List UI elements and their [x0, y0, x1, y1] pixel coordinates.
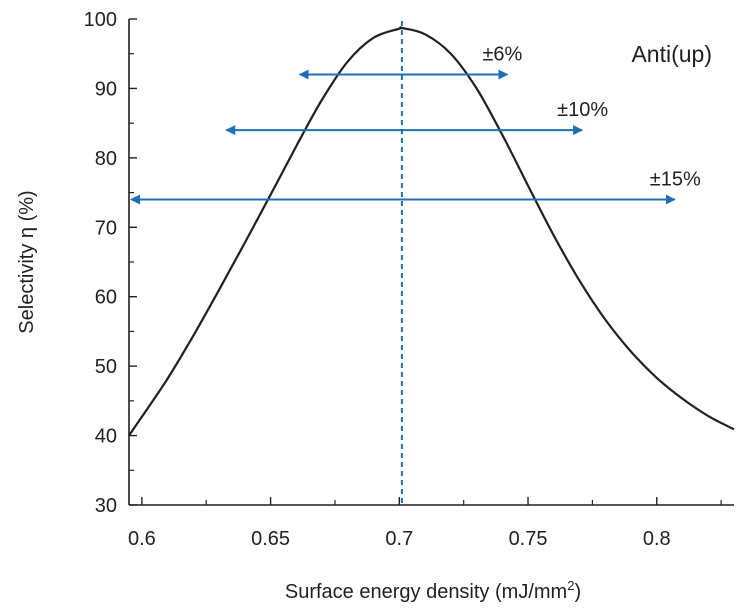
- tick-marks: [129, 18, 722, 506]
- x-axis-title: Surface energy density (mJ/mm2): [285, 578, 581, 603]
- y-tick-label: 80: [95, 148, 117, 170]
- tick-labels: 30 40 50 60 70 80 90 100 0.6 0.65 0.7 0.75 0.8: [84, 9, 671, 550]
- y-tick-label: 30: [95, 495, 117, 517]
- x-tick-label: 0.6: [128, 528, 156, 550]
- x-tick-label: 0.8: [643, 528, 671, 550]
- y-tick-label: 60: [95, 287, 117, 309]
- x-axis-title-superscript: 2: [567, 578, 574, 593]
- y-tick-label: 40: [95, 426, 117, 448]
- y-tick-label: 90: [95, 78, 117, 100]
- x-tick-label: 0.65: [251, 528, 290, 550]
- plot-area: ±6% ±10% ±15%: [128, 21, 735, 505]
- range-label: ±10%: [557, 99, 608, 121]
- y-tick-label: 100: [84, 9, 117, 31]
- y-axis-title: Selectivity η (%): [16, 190, 38, 333]
- axes: [128, 19, 734, 506]
- y-tick-label: 50: [95, 356, 117, 378]
- x-tick-label: 0.7: [385, 528, 413, 550]
- range-label: ±15%: [650, 169, 701, 191]
- x-axis-title-main: Surface energy density (mJ/mm: [285, 581, 567, 603]
- x-tick-label: 0.75: [509, 528, 548, 550]
- panel-annotation: Anti(up): [631, 41, 712, 67]
- x-axis-title-end: ): [574, 581, 581, 603]
- y-tick-label: 70: [95, 217, 117, 239]
- selectivity-curve: [128, 26, 735, 437]
- range-label: ±6%: [482, 44, 522, 66]
